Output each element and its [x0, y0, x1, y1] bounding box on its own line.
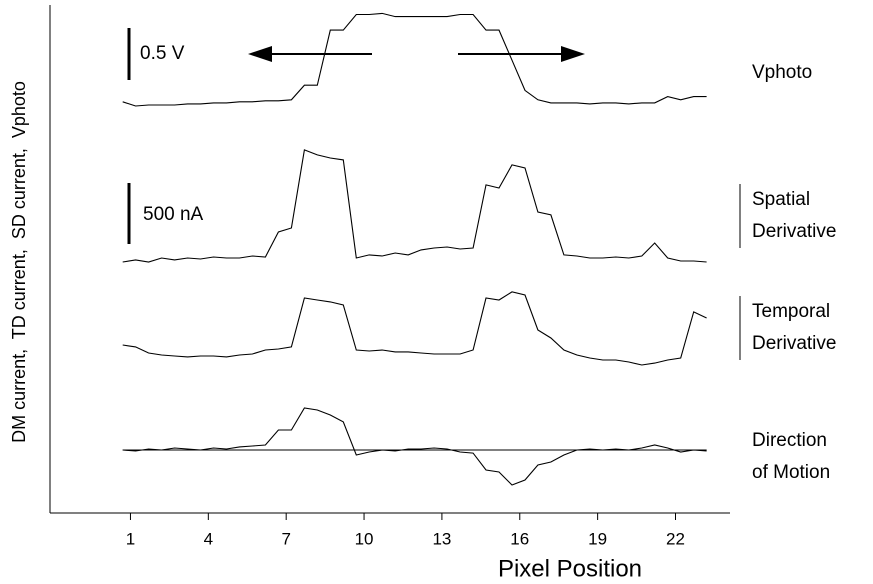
legend-label: Vphoto [752, 62, 812, 83]
legend-label: of Motion [752, 462, 830, 483]
scale-bar-label: 0.5 V [140, 43, 185, 64]
trace [122, 407, 707, 486]
x-tick-label: 19 [588, 529, 607, 548]
trace [122, 149, 707, 263]
x-tick-label: 4 [204, 529, 213, 548]
motion-arrows [248, 46, 585, 62]
trace [122, 12, 707, 107]
y-axis-label: DM current, TD current, SD current, Vpho… [9, 81, 29, 443]
trace [122, 291, 707, 366]
x-tick-label: 1 [126, 529, 135, 548]
legend-label: Direction [752, 430, 827, 451]
x-tick-label: 10 [355, 529, 374, 548]
x-tick-label: 22 [666, 529, 685, 548]
legend-label: Spatial [752, 189, 810, 210]
x-tick-label: 7 [281, 529, 290, 548]
x-tick-label: 16 [510, 529, 529, 548]
x-axis-label: Pixel Position [498, 555, 642, 582]
legend-label: Temporal [752, 301, 830, 322]
x-tick-label: 13 [432, 529, 451, 548]
scale-bar-label: 500 nA [143, 204, 204, 225]
legend-label: Derivative [752, 221, 836, 242]
legend-label: Derivative [752, 333, 836, 354]
